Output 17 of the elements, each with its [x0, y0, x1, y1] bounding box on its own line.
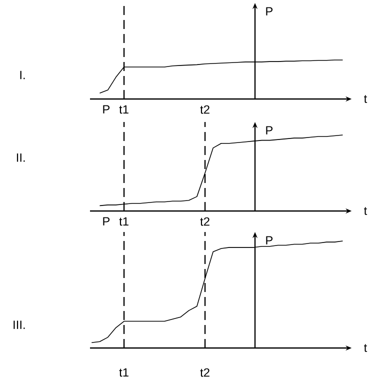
- text: I.: [20, 70, 25, 80]
- text: P: [103, 217, 110, 226]
- x-axis-title: t: [364, 207, 368, 215]
- text: P: [103, 105, 110, 114]
- text: III.: [14, 320, 25, 329]
- x-axis-title: t: [364, 95, 368, 103]
- text: II.: [16, 153, 25, 162]
- y-axis-title: P: [266, 236, 273, 244]
- y-axis-title: P: [266, 126, 273, 134]
- x-tick-label: t2: [200, 105, 210, 114]
- x-tick-label: t2: [200, 217, 210, 226]
- x-tick-label: t1: [119, 217, 128, 226]
- x-tick-label: t2: [200, 368, 210, 377]
- x-tick-label: t1: [119, 105, 128, 114]
- x-axis-title: t: [364, 344, 368, 352]
- x-tick-label: t1: [119, 368, 128, 377]
- y-axis-title: P: [266, 7, 273, 16]
